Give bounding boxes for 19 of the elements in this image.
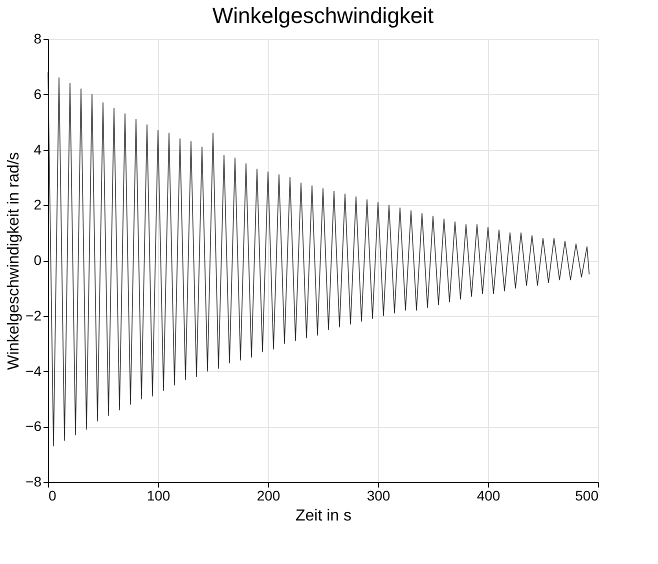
x-tick-label: 300: [366, 488, 390, 504]
y-tick-label: −2: [26, 307, 42, 324]
line-series: [48, 72, 590, 446]
chart-title: Winkelgeschwindigkeit: [212, 3, 434, 28]
y-axis-title: Winkelgeschwindigkeit in rad/s: [6, 152, 23, 370]
y-tick-label: 2: [34, 196, 42, 213]
x-tick-label: 500: [575, 488, 599, 504]
x-axis-title: Zeit in s: [295, 508, 352, 524]
x-tick-label: 100: [146, 488, 170, 504]
y-tick-label: 4: [34, 141, 42, 158]
y-tick-label: 8: [34, 30, 42, 46]
x-tick-label: 0: [48, 488, 56, 504]
x-tick-label: 200: [256, 488, 280, 504]
y-tick-label: 0: [34, 252, 42, 268]
y-tick-label: −8: [26, 474, 42, 490]
y-tick-label: −4: [26, 362, 42, 379]
x-tick-label: 400: [476, 488, 500, 504]
y-tick-label: 6: [34, 86, 42, 102]
y-tick-label: −6: [26, 418, 42, 434]
